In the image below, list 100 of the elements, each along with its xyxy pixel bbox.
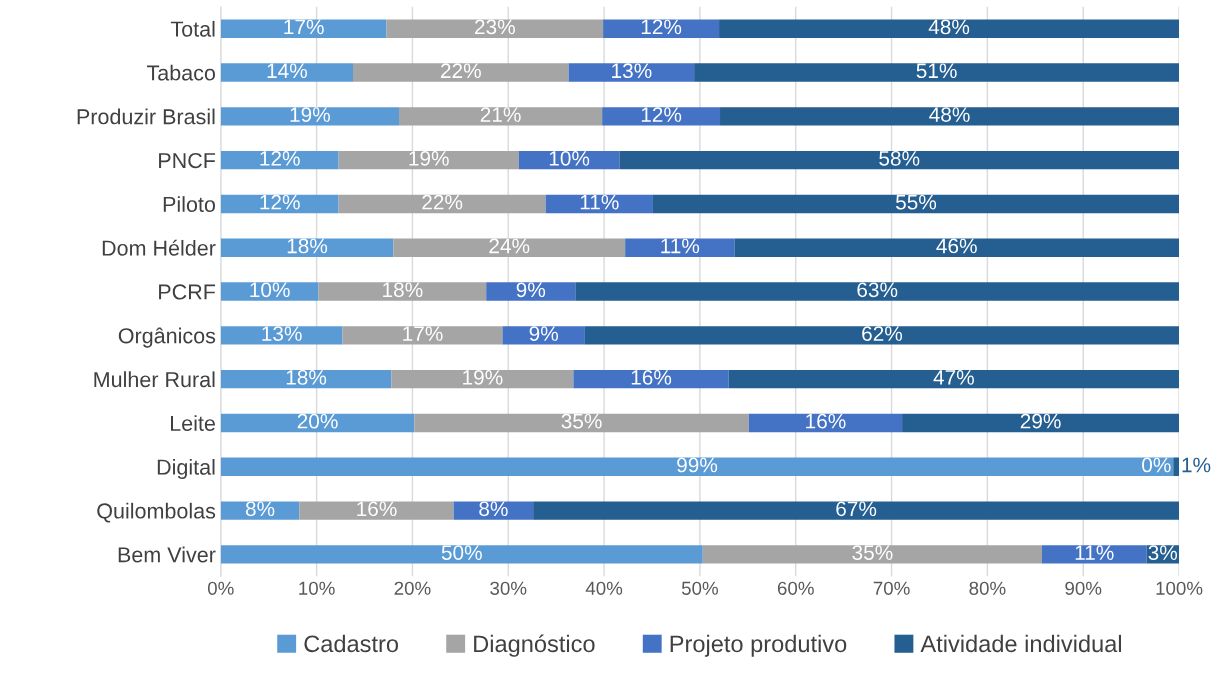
bar: [342, 326, 503, 345]
bar: [486, 282, 576, 301]
bar: [1042, 545, 1147, 564]
y-tick-label: Bem Viver: [118, 546, 216, 563]
data-label: 18%: [287, 238, 328, 254]
x-tick-label: 90%: [1065, 581, 1102, 595]
bar: [533, 501, 1180, 520]
bar: [573, 369, 729, 389]
bar: [220, 457, 1174, 476]
bar: [220, 545, 703, 564]
data-label: 19%: [463, 370, 503, 385]
bar: [318, 282, 487, 301]
data-label: 9%: [529, 326, 559, 341]
bar: [399, 107, 603, 126]
data-label: 21%: [480, 107, 521, 122]
y-tick-label: Total: [170, 20, 215, 37]
data-label: 22%: [422, 194, 463, 210]
x-tick-label: 60%: [777, 581, 814, 595]
data-label: 63%: [857, 282, 898, 298]
legend-label: Atividade individual: [920, 634, 1121, 653]
bar: [568, 63, 695, 82]
data-label: 19%: [290, 107, 330, 122]
bar: [220, 238, 394, 257]
data-label: 18%: [286, 370, 327, 385]
x-tick-label: 10%: [299, 581, 335, 595]
bar: [338, 150, 519, 170]
bar: [220, 107, 399, 126]
bar: [220, 413, 415, 433]
data-label: 8%: [479, 501, 508, 517]
data-label: 14%: [267, 63, 307, 79]
bar: [575, 282, 1180, 301]
bar: [694, 63, 1180, 82]
data-label: 20%: [297, 413, 338, 429]
data-label: 12%: [260, 194, 300, 210]
bar: [625, 238, 735, 257]
data-label: 16%: [806, 413, 846, 429]
bar: [719, 19, 1180, 38]
data-label: 17%: [284, 19, 324, 35]
bar: [584, 326, 1180, 345]
x-tick-label: 70%: [873, 581, 910, 595]
data-label: 58%: [879, 150, 920, 166]
bar: [619, 150, 1180, 170]
data-label: 0%: [1142, 457, 1171, 473]
bar: [734, 238, 1180, 257]
x-tick-label: 40%: [585, 581, 623, 595]
data-label: 24%: [489, 238, 530, 254]
data-label: 23%: [475, 19, 515, 35]
x-tick-label: 80%: [969, 581, 1006, 595]
data-label: 47%: [933, 370, 974, 385]
bar: [702, 545, 1042, 564]
y-tick-label: Leite: [170, 415, 215, 431]
bar: [220, 194, 339, 214]
bar: [220, 282, 319, 301]
data-label: 12%: [641, 19, 682, 35]
data-label: 55%: [895, 194, 937, 210]
bar: [603, 19, 720, 38]
bar: [453, 501, 534, 520]
y-tick-label: Piloto: [163, 196, 215, 212]
data-label: 12%: [641, 107, 682, 122]
y-tick-label: Tabaco: [146, 64, 216, 81]
x-tick-label: 0%: [207, 581, 234, 595]
legend-label: Cadastro: [304, 634, 399, 653]
data-label: 9%: [516, 282, 546, 298]
data-label: 13%: [262, 326, 302, 341]
x-tick-label: 50%: [681, 581, 718, 595]
y-tick-label: Quilombolas: [97, 502, 216, 523]
data-label: 11%: [1075, 545, 1114, 560]
bar: [386, 19, 604, 38]
bar: [1173, 457, 1180, 476]
data-label: 1%: [1182, 457, 1211, 473]
data-label: 17%: [403, 326, 443, 341]
y-tick-label: PCRF: [159, 284, 216, 300]
bar: [720, 107, 1180, 126]
data-label: 48%: [929, 107, 970, 122]
data-label: 19%: [409, 150, 449, 166]
legend-label: Diagnóstico: [474, 634, 595, 657]
data-label: 67%: [836, 501, 877, 517]
data-label: 62%: [862, 326, 903, 341]
data-label: 3%: [1148, 545, 1178, 560]
data-label: 12%: [260, 150, 300, 166]
x-tick-label: 20%: [394, 581, 431, 595]
data-label: 8%: [245, 501, 275, 517]
data-label: 11%: [661, 238, 700, 254]
bar: [602, 107, 721, 126]
bar: [220, 19, 387, 38]
y-tick-label: PNCF: [159, 152, 216, 169]
bar: [393, 238, 626, 257]
legend-label: Projeto produtivo: [670, 634, 847, 657]
data-label: 22%: [441, 63, 481, 79]
data-label: 16%: [631, 370, 672, 385]
data-label: 18%: [383, 282, 423, 298]
y-tick-label: Dom Hélder: [102, 239, 216, 256]
bar: [391, 369, 574, 389]
y-tick-label: Orgânicos: [118, 327, 216, 348]
bar: [220, 326, 343, 345]
bar: [299, 501, 454, 520]
y-tick-label: Digital: [157, 458, 215, 480]
bar: [748, 413, 903, 433]
y-tick-label: Mulher Rural: [94, 371, 215, 388]
y-tick-label: Produzir Brasil: [77, 108, 215, 125]
